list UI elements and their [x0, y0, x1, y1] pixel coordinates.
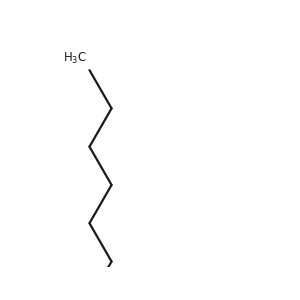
- Text: H$_3$C: H$_3$C: [63, 51, 88, 66]
